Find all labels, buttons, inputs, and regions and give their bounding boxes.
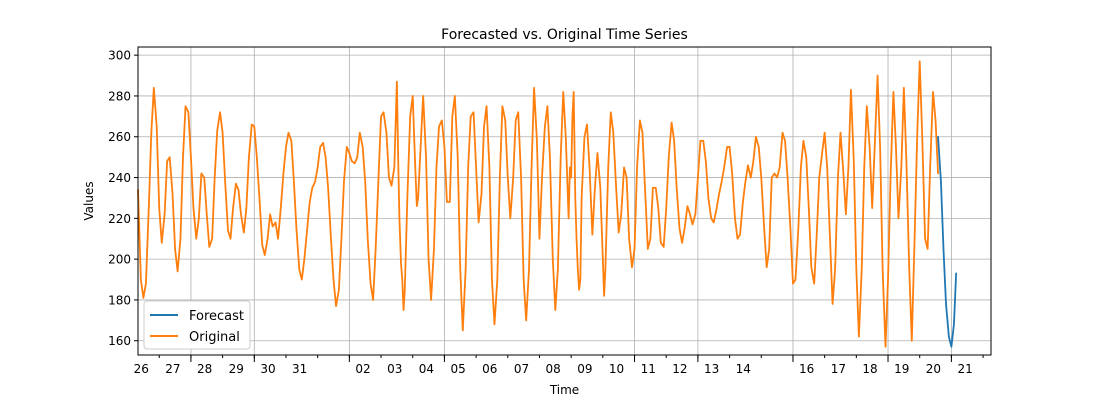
y-tick-label: 260 [108,130,131,144]
x-tick-label: 18 [862,362,877,376]
x-tick-label: 31 [292,362,307,376]
y-tick-label: 160 [108,334,131,348]
x-tick-label: 20 [926,362,941,376]
x-tick-label: 16 [799,362,814,376]
x-tick-label: 13 [704,362,719,376]
x-tick-label: 10 [609,362,624,376]
x-tick-label: 02 [355,362,370,376]
x-tick-label: 29 [229,362,244,376]
x-tick-label: 12 [672,362,687,376]
legend-label-original: Original [189,330,240,345]
x-tick-label: 07 [514,362,529,376]
x-tick-label: 11 [641,362,656,376]
legend-label-forecast: Forecast [189,309,244,324]
x-axis-label: Time [549,383,579,397]
series-lines [137,60,958,348]
series-line-forecast [937,135,958,348]
x-tick-label: 30 [260,362,275,376]
x-tick-label: 06 [482,362,497,376]
x-tick-label: 27 [165,362,180,376]
y-tick-label: 220 [108,212,131,226]
x-tick-label: 05 [450,362,465,376]
y-tick-label: 280 [108,89,131,103]
x-tick-label: 17 [831,362,846,376]
x-tick-label: 14 [736,362,751,376]
legend: Forecast Original [143,300,251,350]
y-axis: 160 180 200 220 240 260 280 300 [108,49,138,348]
x-tick-label: 28 [197,362,212,376]
y-tick-label: 240 [108,171,131,185]
y-axis-label: Values [82,181,96,220]
x-axis: 26 27 28 29 30 31 02 03 04 05 06 07 08 09 10 11 12 13 14 16… [134,355,984,376]
x-tick-label: 26 [134,362,149,376]
x-tick-label: 04 [419,362,434,376]
y-tick-label: 180 [108,293,131,307]
x-tick-label: 03 [387,362,402,376]
series-line-original [137,60,939,348]
plot-area [138,47,991,355]
y-tick-label: 200 [108,253,131,267]
x-tick-label: 19 [894,362,909,376]
x-tick-label: 09 [577,362,592,376]
y-tick-label: 300 [108,49,131,63]
x-tick-label: 21 [957,362,972,376]
chart-title: Forecasted vs. Original Time Series [441,27,688,43]
x-tick-label: 08 [546,362,561,376]
plot-frame [137,46,992,356]
